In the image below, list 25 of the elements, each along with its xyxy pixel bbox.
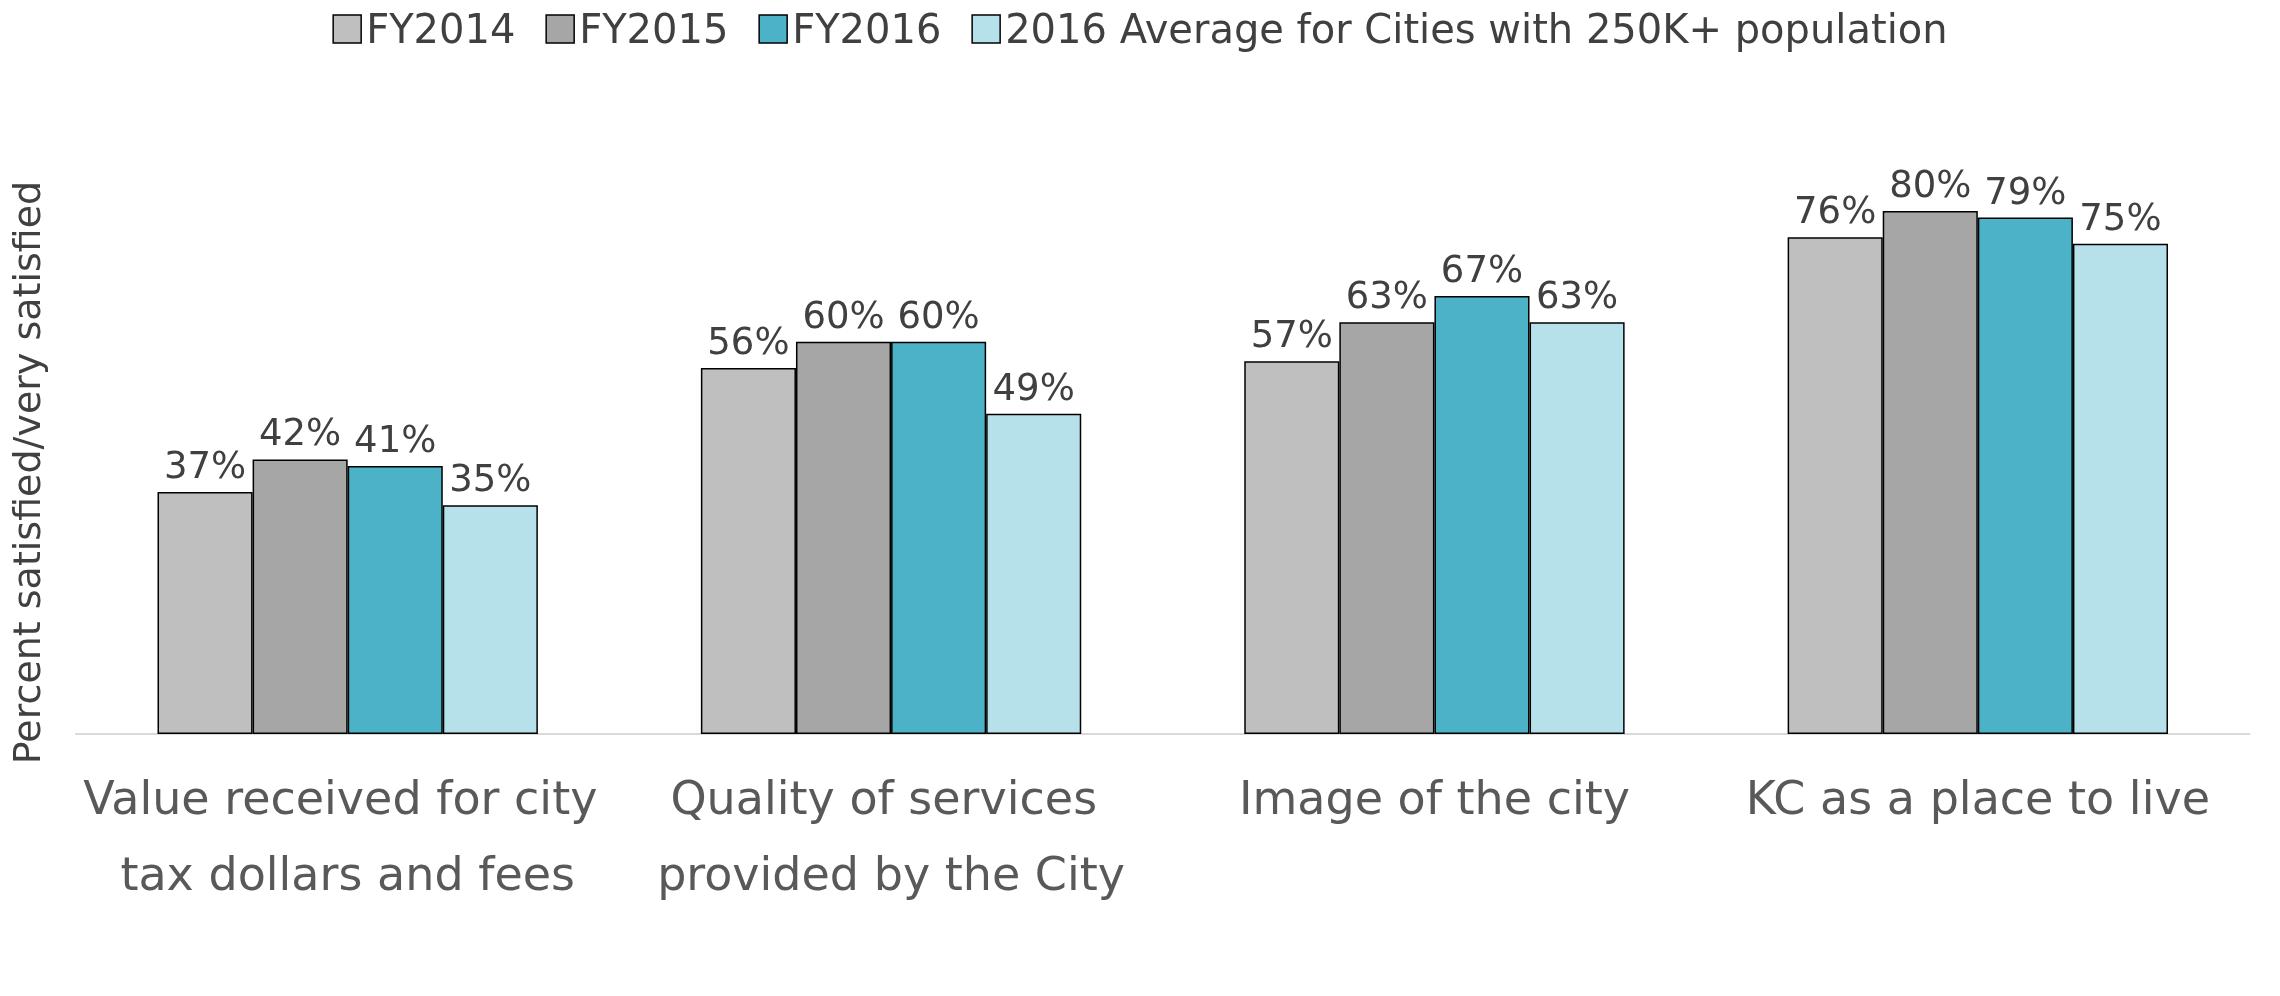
data-label: 57% bbox=[1250, 313, 1333, 357]
y-axis-title: Percent satisfied/very satisfied bbox=[5, 180, 49, 765]
data-label: 56% bbox=[707, 319, 790, 363]
data-label: 63% bbox=[1345, 274, 1429, 318]
x-tick-label: KC as a place to live bbox=[1745, 771, 2210, 825]
data-label: 60% bbox=[802, 293, 885, 337]
x-tick-label: Image of the city bbox=[1238, 771, 1630, 825]
data-label: 67% bbox=[1440, 247, 1524, 291]
data-label: 42% bbox=[259, 411, 342, 455]
data-label: 80% bbox=[1889, 163, 1972, 206]
x-tick-label: Quality of services provided by the City bbox=[657, 771, 1126, 901]
legend-label: FY2014 bbox=[366, 6, 516, 52]
data-label: 60% bbox=[897, 293, 980, 337]
data-label: 79% bbox=[1984, 169, 2067, 213]
data-label: 41% bbox=[354, 417, 437, 461]
data-label: 76% bbox=[1794, 189, 1877, 233]
data-label: 35% bbox=[449, 457, 532, 501]
x-tick-label: Value received for city tax dollars and fees bbox=[83, 771, 613, 901]
data-label: 37% bbox=[163, 444, 247, 488]
legend-label: FY2016 bbox=[792, 6, 942, 52]
legend-label: FY2015 bbox=[579, 6, 729, 52]
data-label: 75% bbox=[2079, 195, 2162, 239]
data-label: 63% bbox=[1535, 274, 1619, 318]
data-label: 49% bbox=[992, 365, 1075, 409]
legend-label: 2016 Average for Cities with 250K+ population bbox=[1005, 6, 1948, 52]
